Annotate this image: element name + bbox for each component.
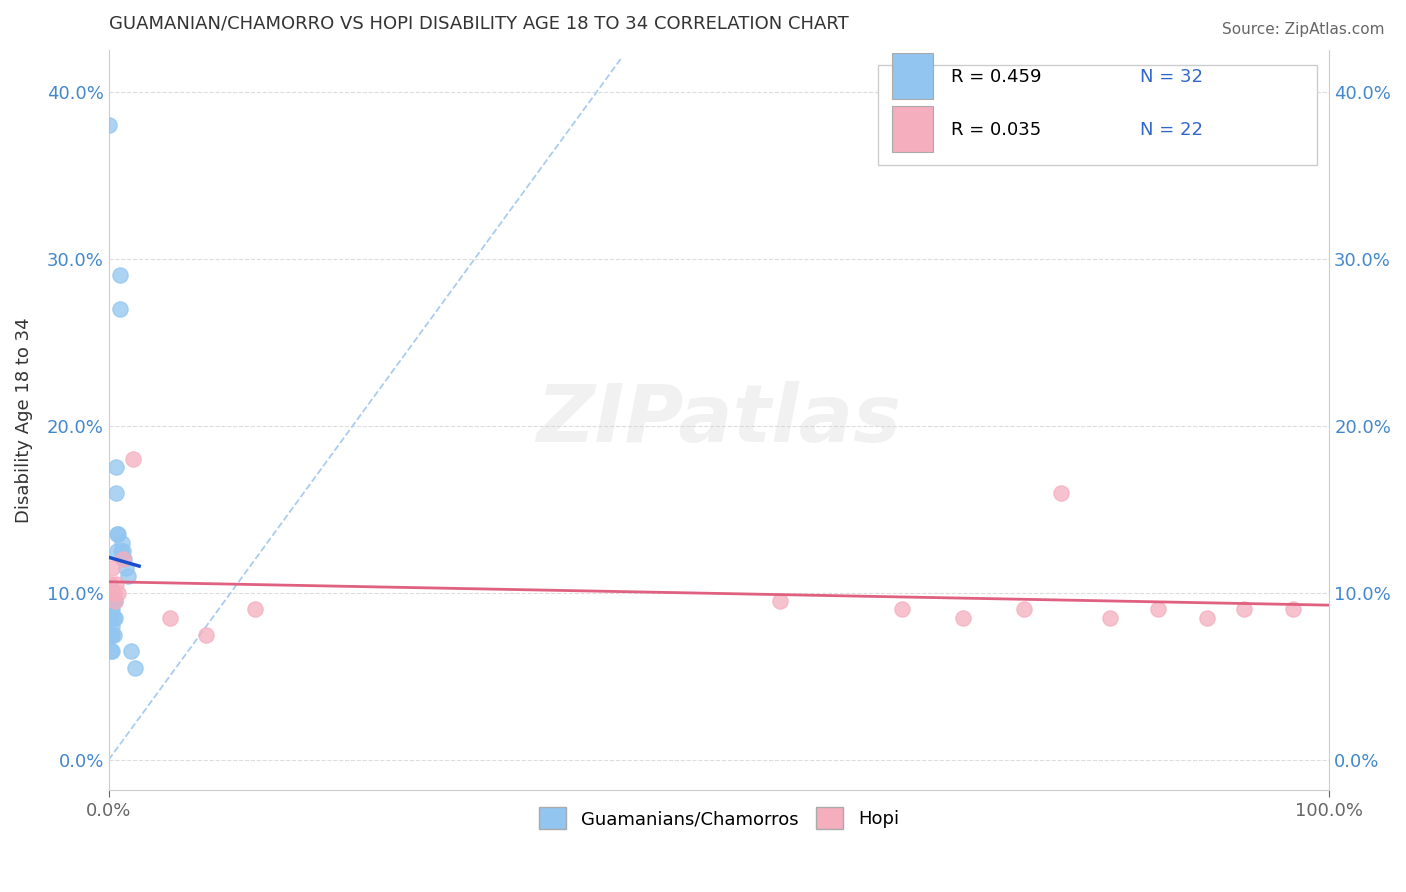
Point: [103, 611, 125, 625]
Point: [98, 627, 121, 641]
Text: R = 0.459: R = 0.459: [950, 68, 1042, 86]
Point: [114, 560, 136, 574]
Point: [100, 602, 122, 616]
Point: [111, 535, 134, 549]
Point: [101, 644, 124, 658]
Point: [100, 586, 122, 600]
Text: N = 32: N = 32: [1140, 68, 1204, 86]
Point: [104, 611, 127, 625]
Point: [1049, 485, 1071, 500]
Text: Source: ZipAtlas.com: Source: ZipAtlas.com: [1222, 22, 1385, 37]
Point: [104, 460, 127, 475]
Point: [108, 268, 131, 283]
Bar: [893, 106, 932, 152]
Point: [112, 552, 135, 566]
Point: [100, 594, 122, 608]
Point: [103, 586, 125, 600]
Point: [159, 611, 181, 625]
Point: [120, 644, 142, 658]
Point: [101, 560, 124, 574]
Point: [101, 627, 124, 641]
Point: [103, 627, 125, 641]
Text: ZIPatlas: ZIPatlas: [537, 381, 901, 458]
Point: [104, 594, 127, 608]
Point: [105, 527, 128, 541]
Point: [104, 577, 127, 591]
Bar: [893, 54, 932, 99]
Point: [122, 452, 145, 467]
Legend: Guamanians/Chamorros, Hopi: Guamanians/Chamorros, Hopi: [531, 800, 905, 837]
Point: [100, 627, 122, 641]
Point: [104, 594, 127, 608]
Point: [952, 611, 974, 625]
Point: [100, 644, 122, 658]
Point: [1197, 611, 1219, 625]
Text: N = 22: N = 22: [1140, 120, 1204, 139]
Point: [1098, 611, 1121, 625]
Point: [98, 118, 121, 132]
Point: [98, 602, 121, 616]
Point: [117, 569, 139, 583]
Point: [104, 485, 127, 500]
Point: [1147, 602, 1170, 616]
Point: [107, 586, 129, 600]
Text: GUAMANIAN/CHAMORRO VS HOPI DISABILITY AGE 18 TO 34 CORRELATION CHART: GUAMANIAN/CHAMORRO VS HOPI DISABILITY AG…: [108, 15, 848, 33]
Point: [105, 544, 128, 558]
Point: [112, 544, 135, 558]
Point: [101, 619, 124, 633]
Point: [101, 602, 124, 616]
Point: [1012, 602, 1035, 616]
Point: [98, 577, 121, 591]
Point: [769, 594, 792, 608]
FancyBboxPatch shape: [877, 64, 1317, 164]
Point: [98, 611, 121, 625]
Y-axis label: Disability Age 18 to 34: Disability Age 18 to 34: [15, 317, 32, 523]
Point: [1281, 602, 1303, 616]
Point: [891, 602, 914, 616]
Point: [114, 552, 136, 566]
Point: [107, 527, 129, 541]
Text: R = 0.035: R = 0.035: [950, 120, 1040, 139]
Point: [195, 627, 218, 641]
Point: [1233, 602, 1256, 616]
Point: [108, 301, 131, 316]
Point: [103, 594, 125, 608]
Point: [110, 544, 132, 558]
Point: [124, 661, 146, 675]
Point: [243, 602, 266, 616]
